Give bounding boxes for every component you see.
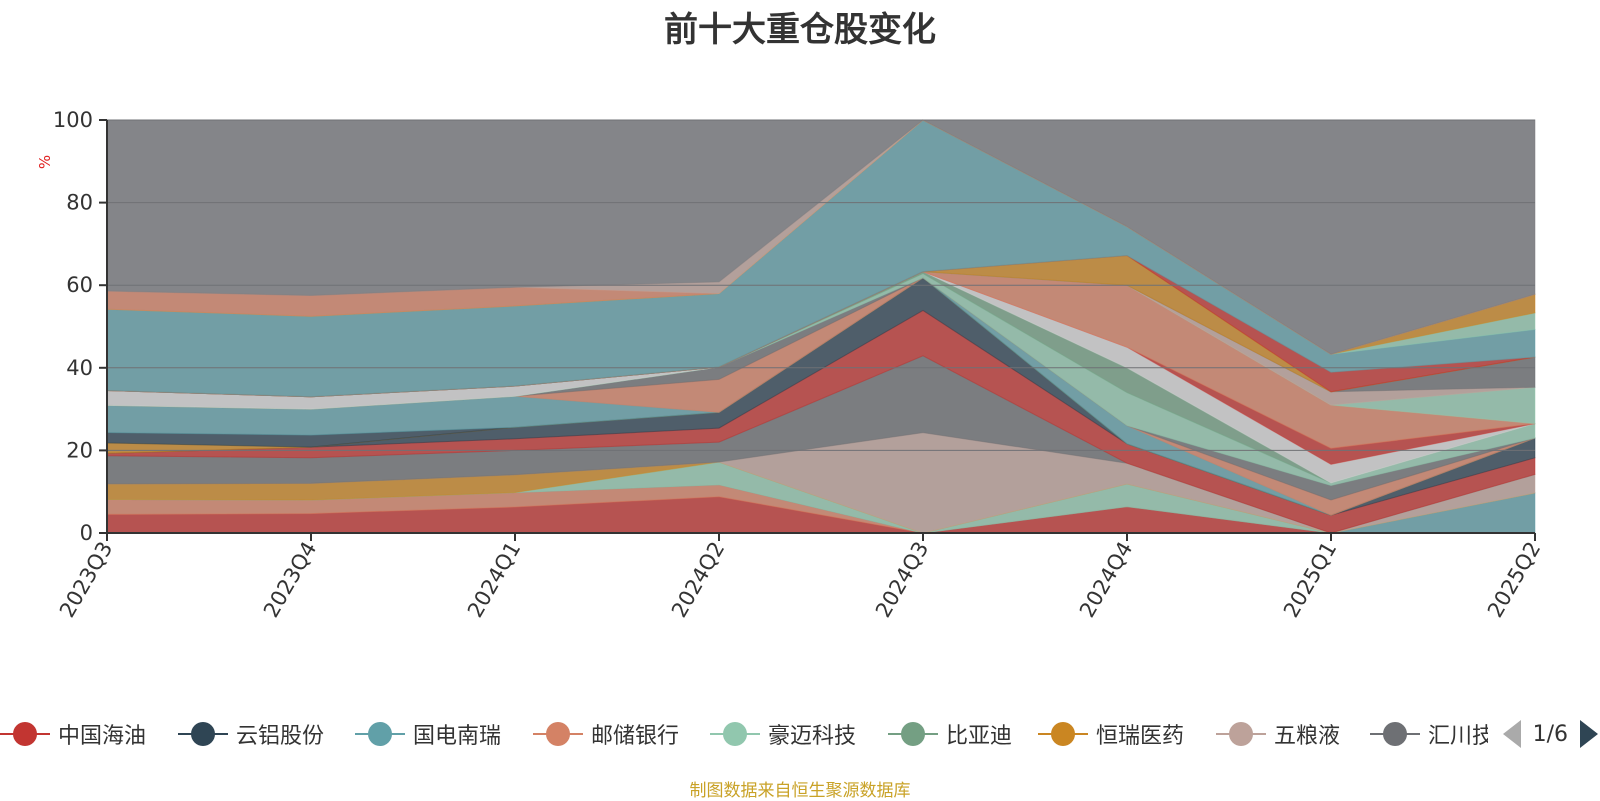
y-tick-label: 60: [66, 273, 93, 297]
legend-item-label: 豪迈科技: [768, 724, 857, 749]
y-tick-label: 20: [66, 438, 93, 462]
legend-item[interactable]: 豪迈科技: [710, 712, 856, 756]
grid-lines: [107, 119, 1535, 451]
chart-title: 前十大重仓股变化: [664, 10, 936, 50]
legend-item[interactable]: 云铝股份: [178, 712, 324, 756]
legend: 中国海油 云铝股份 国电南瑞 邮储银行 豪迈科技 比亚迪 恒瑞医药 五粮液 汇川技术: [0, 712, 1600, 756]
area-series-layer: [106, 119, 1536, 534]
x-tick-label: 2024Q1: [463, 538, 525, 622]
legend-marker-icon: [1370, 720, 1420, 748]
legend-marker-icon: [1038, 720, 1088, 748]
legend-page-indicator: 1/6: [1532, 721, 1568, 747]
x-tick-label: 2024Q3: [871, 538, 933, 622]
source-note: 制图数据来自恒生聚源数据库: [689, 781, 911, 801]
legend-prev-page-button[interactable]: [1502, 720, 1521, 748]
legend-next-page-button[interactable]: [1580, 720, 1598, 748]
y-tick-label: 80: [66, 191, 93, 215]
legend-item[interactable]: 五粮液: [1216, 712, 1340, 756]
legend-item-label: 云铝股份: [236, 724, 325, 749]
legend-item-label: 国电南瑞: [413, 724, 502, 749]
legend-pager: 1/6: [1488, 712, 1600, 756]
stacked-area-chart: 0 20 40 60 80 100 2023Q3 2023Q4 2024Q1 2024Q2 2024…: [36, 108, 1545, 622]
legend-marker-icon: [355, 720, 405, 748]
legend-marker-icon: [0, 720, 50, 748]
x-tick-label: 2025Q1: [1279, 538, 1341, 622]
y-axis-unit-label: %: [36, 155, 54, 169]
y-tick-label: 100: [53, 108, 93, 132]
legend-item[interactable]: 比亚迪: [888, 712, 1012, 756]
x-tick-label: 2025Q2: [1483, 538, 1545, 622]
legend-item[interactable]: 中国海油: [0, 712, 146, 756]
legend-item-label: 五粮液: [1274, 724, 1341, 749]
x-tick-label: 2023Q4: [259, 538, 321, 622]
legend-marker-icon: [533, 720, 583, 748]
y-tick-label: 40: [66, 356, 93, 380]
legend-marker-icon: [1216, 720, 1266, 748]
legend-item[interactable]: 国电南瑞: [355, 712, 501, 756]
legend-marker-icon: [888, 720, 938, 748]
x-tick-label: 2024Q4: [1075, 538, 1137, 622]
legend-item-label: 恒瑞医药: [1096, 724, 1185, 749]
legend-marker-icon: [178, 720, 228, 748]
legend-item-label: 比亚迪: [946, 724, 1013, 749]
legend-marker-icon: [710, 720, 760, 748]
x-tick-label: 2023Q3: [55, 538, 117, 622]
legend-item[interactable]: 恒瑞医药: [1038, 712, 1184, 756]
legend-item-label: 中国海油: [58, 724, 147, 749]
legend-item-label: 邮储银行: [591, 724, 680, 749]
y-tick-label: 0: [80, 521, 93, 545]
x-tick-label: 2024Q2: [667, 538, 729, 622]
legend-item[interactable]: 邮储银行: [533, 712, 679, 756]
